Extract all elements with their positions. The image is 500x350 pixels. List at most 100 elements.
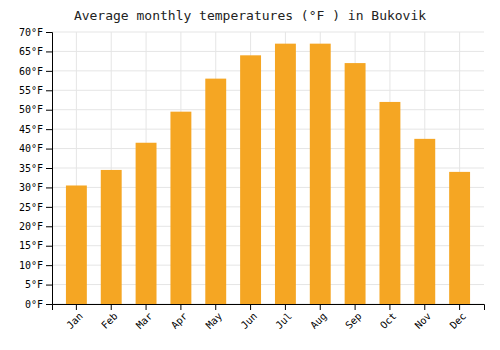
bar [414,139,435,304]
tick-mark [459,304,460,310]
tick: Dec [448,304,469,331]
tick-mark [215,304,216,310]
bar [101,170,122,304]
tick-label: 55°F [19,85,43,96]
tick: Nov [413,304,434,331]
tick-mark [111,304,112,310]
tick: 65°F [19,46,52,57]
tick-label: Oct [378,310,399,331]
bar [379,102,400,304]
tick-mark [146,304,147,310]
tick-mark [46,71,52,72]
tick: Jun [239,304,260,331]
tick: 40°F [19,143,52,154]
tick: 0°F [25,299,52,310]
grid-line [52,129,484,130]
x-axis: Jan Feb Mar Apr May Jun Jul Aug Sep Oct Nov Dec [53,304,485,331]
tick: Mar [134,304,155,331]
tick-label: 25°F [19,202,43,213]
tick: Sep [343,304,364,331]
tick-mark [46,285,52,286]
bar [275,44,296,304]
axis-line [46,33,53,305]
tick: 10°F [19,260,52,271]
bar [170,112,191,304]
title: Average monthly temperatures (°F ) in Bu… [74,8,426,23]
tick-label: Feb [99,310,120,331]
tick: 60°F [19,66,52,77]
tick-mark [46,149,52,150]
tick-mark [46,129,52,130]
tick: 25°F [19,202,52,213]
tick-label: Jun [239,310,260,331]
tick-label: 15°F [19,240,43,251]
tick-label: 20°F [19,221,43,232]
tick-label: Aug [308,310,329,331]
tick-label: 10°F [19,260,43,271]
plot: 0°F 5°F 10°F 15°F 20°F 25°F 30°F 35°F 40°F 45°F 50… [19,27,485,331]
tick-mark [46,304,52,305]
grid-line [52,109,484,110]
tick-label: 70°F [19,27,43,38]
tick-mark [46,226,52,227]
tick-label: Jan [64,310,85,331]
grid-line [52,51,484,52]
bar [66,185,87,304]
tick-label: Dec [448,310,469,331]
y-axis: 0°F 5°F 10°F 15°F 20°F 25°F 30°F 35°F 40°F 45°F 50… [19,27,53,310]
tick-mark [46,51,52,52]
grid-line [52,32,484,33]
tick-mark [46,246,52,247]
bar [449,172,470,304]
tick-label: 30°F [19,182,43,193]
tick: 35°F [19,163,52,174]
tick-label: 5°F [25,279,43,290]
tick-mark [46,32,52,33]
tick-mark [250,304,251,310]
tick-mark [46,207,52,208]
tick: Jul [273,304,294,331]
axis-line [53,305,485,311]
tick-mark [355,304,356,310]
tick-label: Jul [273,310,294,331]
bar [240,55,261,304]
tick-label: 0°F [25,299,43,310]
tick-mark [46,187,52,188]
tick: 20°F [19,221,52,232]
tick-mark [389,304,390,310]
chart: Average monthly temperatures (°F ) in Bu… [0,0,500,350]
grid-line [52,70,484,71]
tick-label: Apr [169,310,190,331]
bars [66,44,470,304]
tick-mark [46,110,52,111]
tick: Jan [64,304,85,331]
bar [205,79,226,304]
tick: Feb [99,304,120,331]
tick-mark [320,304,321,310]
tick-label: 40°F [19,143,43,154]
tick-label: 60°F [19,66,43,77]
tick: Oct [378,304,399,331]
tick-label: Mar [134,310,155,331]
tick-label: 65°F [19,46,43,57]
tick: 15°F [19,240,52,251]
grid [52,32,484,304]
tick: 50°F [19,104,52,115]
tick: 30°F [19,182,52,193]
tick: May [204,304,225,331]
tick-label: 50°F [19,104,43,115]
tick-mark [46,90,52,91]
tick-mark [424,304,425,310]
bar [345,63,366,304]
tick-label: Nov [413,310,434,331]
tick-label: 45°F [19,124,43,135]
tick-mark [285,304,286,310]
tick-label: May [204,310,225,331]
grid-line [52,90,484,91]
tick: 45°F [19,124,52,135]
tick-label: Sep [343,310,364,331]
tick: Aug [308,304,329,331]
tick: 55°F [19,85,52,96]
tick-mark [76,304,77,310]
bar [310,44,331,304]
